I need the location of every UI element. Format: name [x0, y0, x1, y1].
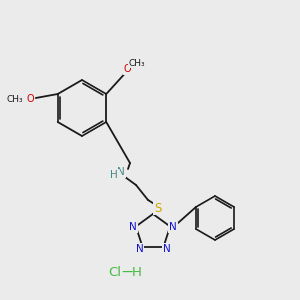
Text: CH₃: CH₃ — [129, 58, 146, 68]
Text: Cl: Cl — [109, 266, 122, 278]
Text: O: O — [26, 94, 34, 104]
Text: N: N — [169, 222, 177, 233]
Text: N: N — [129, 222, 137, 233]
Text: N: N — [117, 167, 125, 177]
Text: CH₃: CH₃ — [6, 94, 23, 103]
Text: O: O — [123, 64, 131, 74]
Text: S: S — [154, 202, 162, 214]
Text: H: H — [132, 266, 142, 278]
Text: −: − — [120, 265, 134, 280]
Text: H: H — [110, 170, 118, 180]
Text: N: N — [163, 244, 170, 254]
Text: N: N — [136, 244, 143, 254]
